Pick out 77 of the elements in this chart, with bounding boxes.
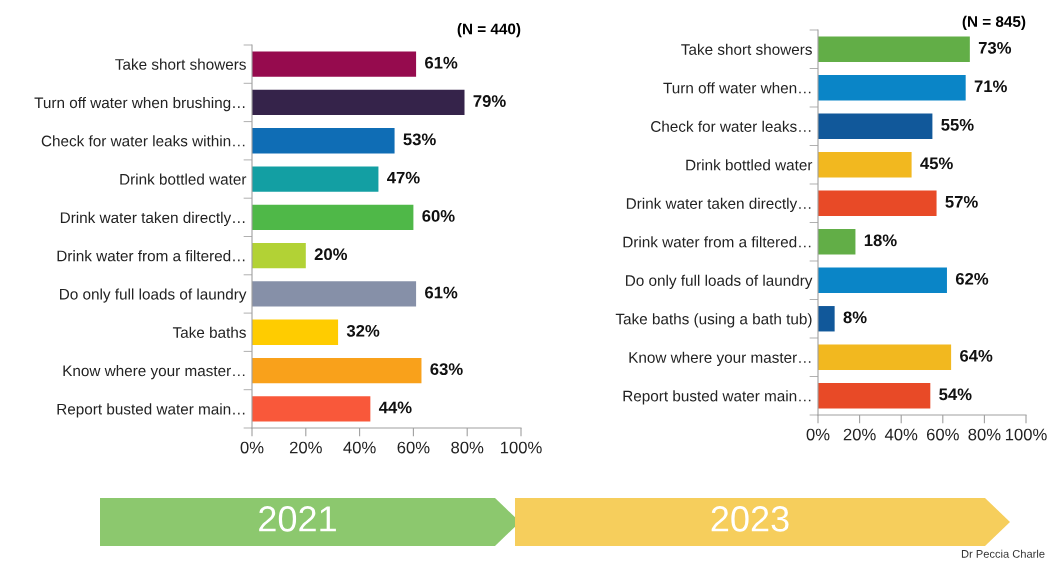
bar [818,306,835,332]
data-label: 47% [387,171,420,184]
x-tick-label: 60% [926,428,959,441]
data-label: 53% [403,133,436,146]
data-label: 61% [425,286,458,299]
y-tick-label: Drink water from a filtered… [57,250,245,262]
data-label: 18% [864,234,897,247]
text: (N = 440) [457,23,521,38]
y-tick-label: Report busted water main… [57,403,245,418]
data-label: 55% [941,118,974,131]
x-tick-label: 20% [289,441,322,454]
text: 2021 [259,506,336,532]
data-label: 44% [378,401,412,414]
data-label: 60% [422,210,455,222]
y-tick-label: Drink bottled water [686,159,813,171]
data-label: 54% [939,388,972,401]
data-label: 79% [473,95,506,107]
x-tick-label: 0% [806,428,830,441]
bar [818,113,933,139]
bar [818,36,970,62]
x-tick-label: 60% [397,441,430,454]
data-label: 57% [945,195,978,208]
y-tick-label: Drink water taken directly… [60,211,245,227]
text: Dr Peccia Charle [961,549,1045,558]
x-tick-label: 40% [343,441,376,454]
x-tick-label: 40% [884,428,918,441]
bar [252,166,379,192]
y-tick-label: Drink water taken directly… [626,197,811,212]
y-tick-label: Do only full loads of laundry [626,274,813,289]
bar [818,190,937,216]
bar [818,229,856,255]
y-tick-label: Drink bottled water [120,173,247,185]
data-label: 32% [346,324,380,337]
bar [818,344,952,370]
x-tick-label: 20% [843,428,876,441]
bar [252,357,422,384]
y-tick-label: Take short showers [681,43,812,55]
x-tick-label: 80% [968,428,1001,441]
data-label: 61% [425,56,458,69]
annotation: (N = 845) [962,15,1026,30]
y-tick-label: Take short showers [115,58,246,70]
data-label: 62% [955,272,989,285]
y-tick-label: Turn off water when… [663,82,811,94]
y-tick-label: Drink water from a filtered… [623,236,811,248]
bar [252,51,417,77]
data-label: 45% [920,157,953,170]
bar [252,243,306,269]
data-label: 64% [960,349,993,362]
y-tick-label: Report busted water main… [623,390,811,405]
x-tick-label: 0% [240,441,264,454]
y-tick-label: Check for water leaks… [651,120,811,132]
bar [252,319,339,345]
y-tick-label: Check for water leaks within… [41,135,245,147]
y-tick-label: Know where your master… [629,351,811,366]
bar [252,396,371,422]
y-tick-label: Take baths [172,326,246,338]
data-label: 8% [843,311,867,324]
x-tick-label: 100% [1005,428,1047,441]
y-tick-label: Turn off water when brushing… [34,96,245,112]
bar [818,383,931,409]
y-tick-label: Take baths (using a bath tub) [615,313,812,328]
data-label: 71% [974,80,1007,93]
x-tick-label: 80% [451,441,484,454]
data-label: 20% [314,248,348,261]
bar [252,89,465,116]
text: 2023 [711,506,789,532]
data-label: 63% [430,363,463,376]
bar [252,281,417,307]
bar [818,267,947,293]
y-tick-label: Know where your master… [63,365,245,380]
y-tick-label: Do only full loads of laundry [60,288,247,303]
bar [252,204,414,230]
x-tick-label: 100% [500,441,542,454]
bar [818,152,912,178]
data-label: 73% [978,41,1012,54]
bar [252,128,395,154]
bar [818,75,966,101]
